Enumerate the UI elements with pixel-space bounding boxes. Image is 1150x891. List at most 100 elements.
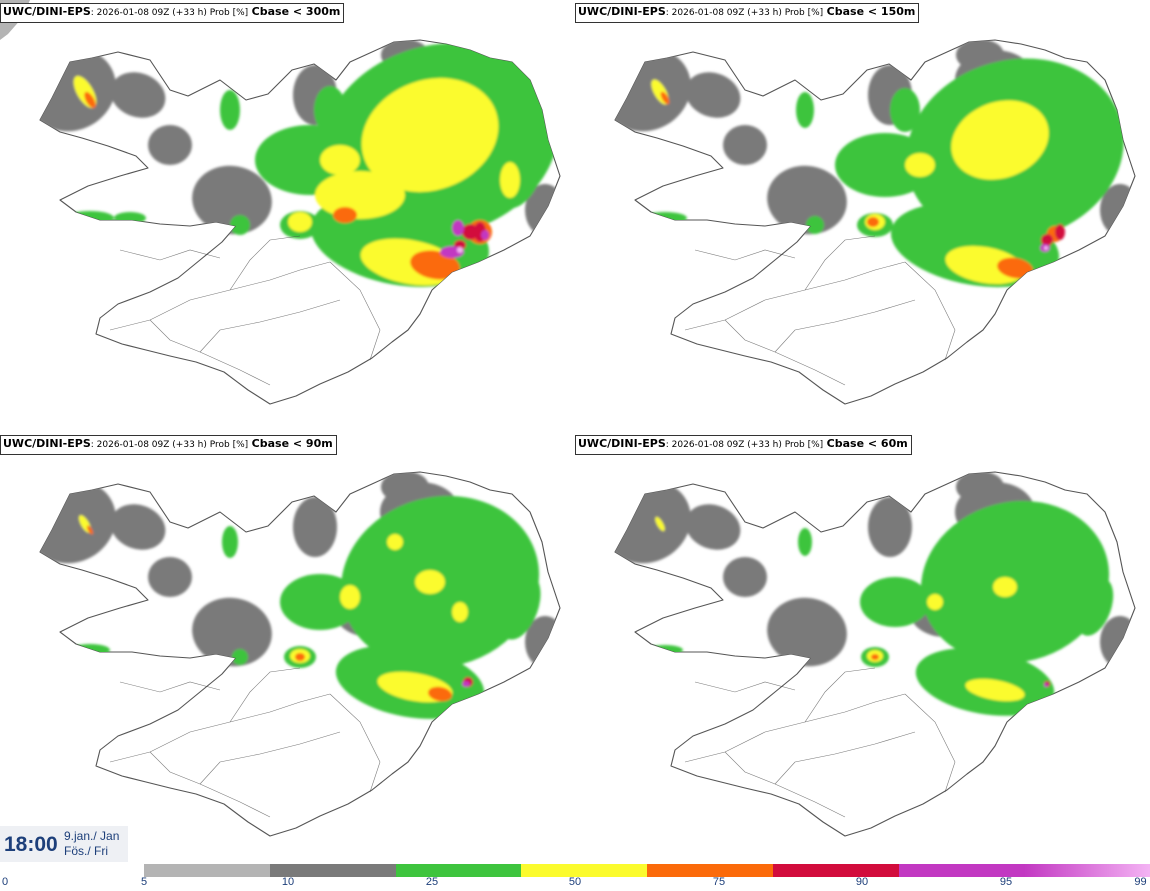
prob-area-pink	[1044, 246, 1048, 250]
prob-area-orange	[997, 257, 1033, 279]
prob-area-gray	[293, 497, 337, 557]
colorbar-tick-label: 5	[140, 876, 148, 888]
prob-area-green	[222, 526, 238, 558]
prob-area-magenta	[452, 220, 464, 236]
prob-area-gray	[148, 557, 192, 597]
prob-area-gray	[723, 557, 767, 597]
prob-area-green	[114, 212, 146, 224]
prob-area-red	[1055, 224, 1065, 240]
model-name: UWC/DINI-EPS	[3, 437, 91, 450]
map-panel-cbase-150m: UWC/DINI-EPS: 2026-01-08 09Z (+33 h) Pro…	[575, 0, 1150, 425]
run-info: : 2026-01-08 09Z (+33 h) Prob [%]	[90, 440, 249, 450]
probability-field	[615, 472, 1135, 716]
iceland-map	[614, 39, 1136, 405]
prob-area-orange	[410, 250, 460, 280]
panel-title: UWC/DINI-EPS: 2026-01-08 09Z (+33 h) Pro…	[0, 3, 345, 23]
road-network	[109, 667, 381, 818]
colorbar-segment	[898, 864, 1025, 877]
prob-area-yellow	[927, 594, 943, 610]
prob-area-orange	[867, 217, 879, 227]
prob-area-gray	[110, 72, 166, 118]
model-name: UWC/DINI-EPS	[578, 437, 666, 450]
valid-date: 9.jan./ Jan Fös./ Fri	[64, 829, 119, 859]
prob-area-gray	[956, 472, 1004, 503]
colorbar-tick-label: 75	[712, 876, 726, 888]
prob-area-green	[647, 645, 683, 655]
valid-date-label: 9.jan./ Jan	[64, 829, 120, 843]
colorbar-segment	[647, 864, 774, 877]
prob-area-magenta	[481, 230, 489, 240]
prob-area-gray	[192, 597, 272, 667]
colorbar-segment	[144, 864, 271, 877]
map-panel-cbase-90m: UWC/DINI-EPS: 2026-01-08 09Z (+33 h) Pro…	[0, 432, 575, 857]
prob-area-green	[1076, 578, 1114, 636]
colorbar-tick-label: 10	[281, 876, 295, 888]
prob-area-orange	[428, 686, 452, 702]
prob-area-green	[66, 211, 114, 225]
prob-area-gray	[767, 165, 847, 235]
prob-area-green	[40, 645, 51, 655]
prob-area-yellow	[361, 78, 499, 192]
prob-area-gray	[685, 72, 741, 118]
prob-area-gray	[110, 504, 166, 550]
colorbar-tick-label: 95	[999, 876, 1013, 888]
prob-area-green	[615, 646, 625, 654]
prob-area-magenta	[462, 681, 470, 687]
prob-area-yellow	[320, 145, 360, 175]
prob-area-orange	[84, 91, 96, 109]
prob-area-orange	[871, 654, 879, 660]
prob-area-green	[232, 649, 248, 665]
prob-area-green	[890, 88, 920, 132]
prob-area-green	[860, 577, 930, 627]
variable-name: Cbase < 300m	[251, 5, 341, 18]
iceland-map	[39, 471, 561, 837]
prob-area-green	[643, 212, 687, 224]
prob-area-yellow	[905, 153, 935, 177]
panel-title: UWC/DINI-EPS: 2026-01-08 09Z (+33 h) Pro…	[575, 435, 912, 455]
prob-area-green	[499, 574, 541, 640]
valid-time: 18:00	[4, 833, 58, 856]
prob-area-green	[835, 133, 935, 197]
road-network	[109, 235, 381, 386]
prob-area-green	[615, 213, 627, 223]
prob-area-yellow	[340, 585, 360, 609]
iceland-map	[0, 0, 561, 405]
prob-area-gray	[148, 125, 192, 165]
colorbar-tick-label: 0	[2, 876, 9, 888]
prob-area-gray	[381, 472, 429, 503]
prob-area-pink	[457, 247, 463, 253]
prob-area-yellow	[452, 602, 468, 622]
prob-area-green	[220, 90, 240, 130]
prob-area-red	[462, 224, 478, 240]
run-info: : 2026-01-08 09Z (+33 h) Prob [%]	[90, 8, 249, 18]
prob-area-green	[796, 92, 814, 128]
prob-area-gray	[192, 165, 272, 235]
probability-field	[40, 40, 560, 287]
panel-title: UWC/DINI-EPS: 2026-01-08 09Z (+33 h) Pro…	[0, 435, 337, 455]
valid-time-box: 18:00 9.jan./ Jan Fös./ Fri	[0, 826, 128, 862]
prob-area-yellow	[951, 100, 1049, 180]
prob-area-gray	[685, 504, 741, 550]
prob-area-orange	[660, 91, 670, 105]
prob-area-green	[40, 212, 53, 224]
prob-area-red	[1041, 234, 1053, 246]
variable-name: Cbase < 90m	[251, 437, 333, 450]
iceland-map	[614, 471, 1136, 837]
colorbar-segment	[1024, 864, 1150, 877]
map-panel-cbase-300m: UWC/DINI-EPS: 2026-01-08 09Z (+33 h) Pro…	[0, 0, 575, 425]
prob-area-yellow	[993, 577, 1017, 597]
run-info: : 2026-01-08 09Z (+33 h) Prob [%]	[665, 440, 824, 450]
prob-area-yellow	[500, 162, 520, 198]
prob-area-green	[806, 216, 824, 234]
prob-area-yellow	[315, 171, 405, 219]
colorbar-segment	[395, 864, 522, 877]
prob-area-yellow	[387, 534, 403, 550]
prob-area-green	[1072, 135, 1118, 205]
colorbar-tick-label: 90	[855, 876, 869, 888]
colorbar-tick-label: 25	[425, 876, 439, 888]
valid-day-label: Fös./ Fri	[64, 844, 108, 858]
probability-colorbar	[144, 864, 1150, 877]
colorbar-segment	[772, 864, 899, 877]
model-name: UWC/DINI-EPS	[3, 5, 91, 18]
prob-area-orange	[295, 653, 305, 661]
